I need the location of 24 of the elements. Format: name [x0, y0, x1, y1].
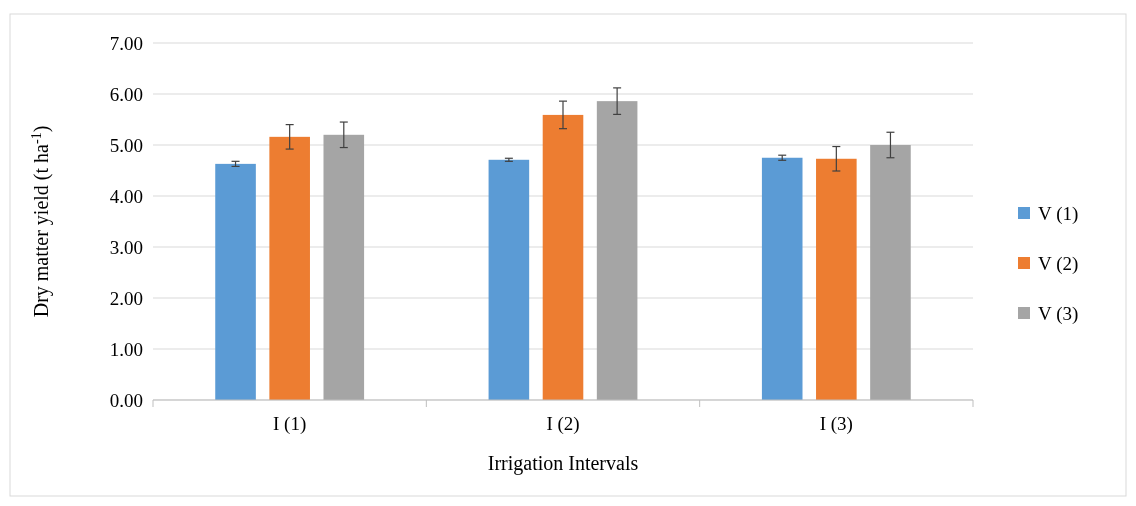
bar	[215, 163, 256, 400]
y-tick-label: 3.00	[109, 236, 143, 258]
bar	[870, 145, 911, 400]
y-tick-label: 7.00	[109, 32, 143, 54]
x-tick-label: I (2)	[546, 413, 580, 435]
bar	[269, 136, 310, 400]
bar	[596, 101, 638, 400]
bar	[816, 158, 857, 400]
y-tick-label: 2.00	[109, 287, 143, 309]
bar	[323, 134, 365, 400]
bar	[542, 114, 584, 400]
legend-label: V (1)	[1038, 202, 1079, 225]
y-tick-label: 4.00	[109, 185, 143, 207]
legend-label: V (2)	[1038, 252, 1079, 275]
y-tick-label: 6.00	[109, 83, 143, 105]
x-axis-title: Irrigation Intervals	[487, 452, 639, 475]
y-tick-label: 1.00	[109, 338, 143, 360]
y-tick-label: 0.00	[109, 389, 143, 411]
legend-label: V (3)	[1038, 302, 1079, 325]
bar	[488, 159, 530, 400]
x-tick-label: I (3)	[819, 413, 853, 435]
y-tick-label: 5.00	[109, 134, 143, 156]
bar	[761, 157, 803, 400]
x-tick-label: I (1)	[273, 413, 307, 435]
